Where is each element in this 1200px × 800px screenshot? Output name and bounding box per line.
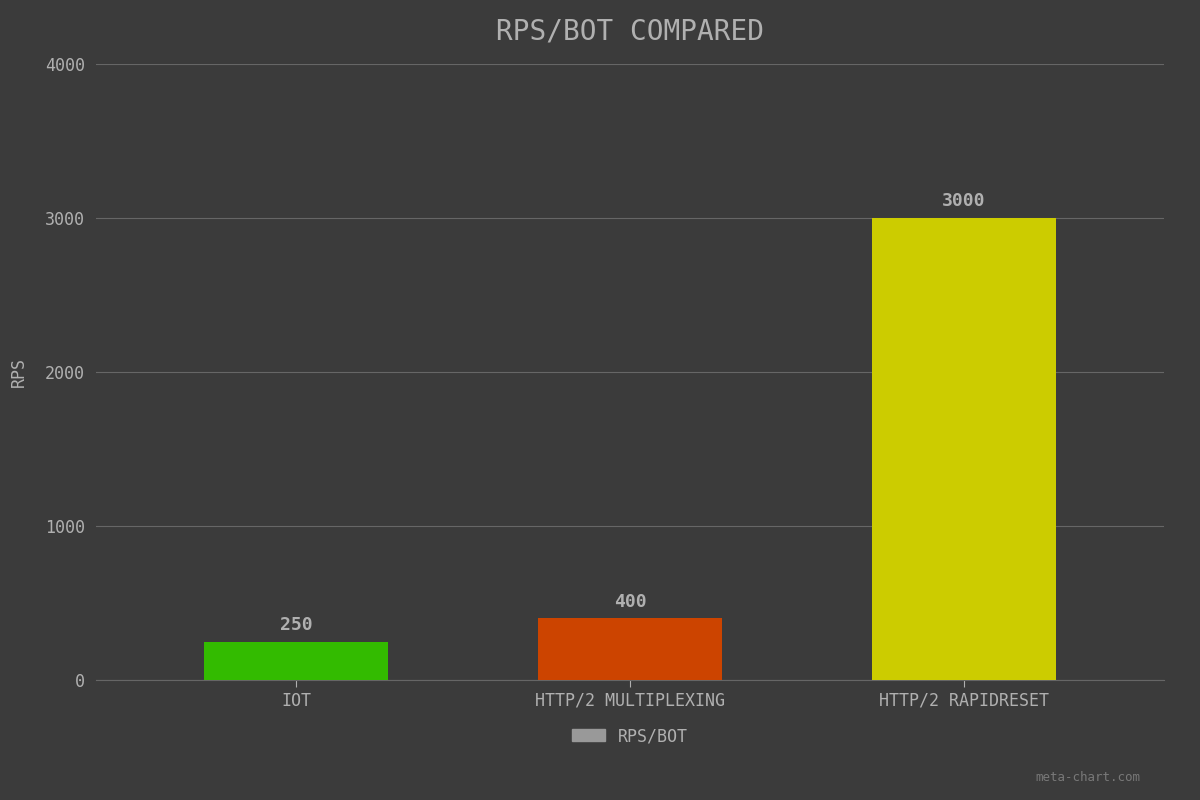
Text: 3000: 3000: [942, 192, 985, 210]
Bar: [539, 618, 721, 680]
Title: RPS/BOT COMPARED: RPS/BOT COMPARED: [496, 17, 764, 45]
Y-axis label: RPS: RPS: [11, 357, 29, 387]
Legend: RPS/BOT: RPS/BOT: [565, 721, 695, 752]
Text: 250: 250: [280, 616, 312, 634]
Text: meta-chart.com: meta-chart.com: [1034, 771, 1140, 784]
Bar: [204, 642, 388, 680]
Text: 400: 400: [613, 593, 647, 610]
Bar: [872, 218, 1056, 680]
